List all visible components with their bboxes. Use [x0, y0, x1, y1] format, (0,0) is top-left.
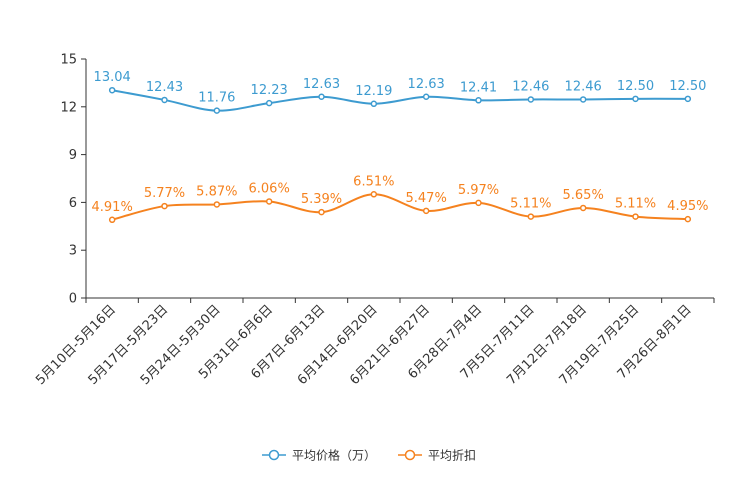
data-point[interactable] [422, 207, 430, 215]
data-label: 12.50 [617, 79, 654, 94]
data-label: 6.51% [353, 174, 394, 189]
data-label: 5.77% [144, 186, 185, 201]
data-point[interactable] [370, 100, 378, 108]
series-line [111, 193, 688, 221]
legend-marker-icon [268, 449, 280, 461]
data-point[interactable] [370, 191, 378, 198]
data-point[interactable] [108, 216, 116, 224]
data-point[interactable] [161, 202, 168, 210]
data-label: 11.76 [198, 91, 235, 106]
y-tick-label: 3 [69, 244, 77, 259]
series-line [111, 89, 688, 112]
data-point[interactable] [213, 107, 221, 114]
legend-label: 平均价格（万） [292, 448, 376, 463]
data-point[interactable] [318, 208, 325, 216]
data-label: 13.04 [94, 70, 131, 85]
series-layer: 13.04 12.43 11.76 12.23 12.63 12.19 12.63 12.41… [92, 70, 708, 224]
series-avg-discount: 4.91% 5.77% 5.87% 6.06% 5.39% 6.51% 5.47% 5.97%… [92, 174, 708, 224]
data-label: 12.63 [303, 77, 340, 92]
data-point[interactable] [475, 199, 482, 207]
data-point[interactable] [475, 97, 482, 104]
chart-legend[interactable]: 平均价格（万） 平均折扣 [262, 448, 476, 463]
series-avg-price: 13.04 12.43 11.76 12.23 12.63 12.19 12.63 12.41… [94, 70, 706, 114]
y-tick-label: 9 [69, 148, 77, 163]
data-point[interactable] [161, 96, 168, 104]
legend-label: 平均折扣 [428, 448, 476, 463]
y-tick-label: 6 [69, 196, 77, 211]
data-label: 4.95% [667, 199, 708, 214]
data-point[interactable] [422, 93, 430, 101]
data-point[interactable] [632, 95, 639, 103]
data-label: 12.23 [251, 83, 288, 98]
legend-item-avg-price[interactable]: 平均价格（万） [262, 448, 376, 463]
data-label: 5.39% [301, 192, 342, 207]
data-label: 5.65% [563, 188, 604, 203]
data-point[interactable] [684, 95, 692, 103]
data-label: 5.87% [196, 184, 237, 199]
data-label: 6.06% [249, 181, 290, 196]
data-point[interactable] [527, 213, 535, 220]
data-label: 5.97% [458, 183, 499, 198]
data-label: 12.41 [460, 80, 497, 95]
data-label: 12.50 [669, 79, 706, 94]
data-label: 5.47% [406, 191, 447, 206]
data-point[interactable] [527, 96, 535, 103]
data-label: 12.19 [355, 84, 392, 99]
data-point[interactable] [579, 204, 587, 212]
legend-item-avg-discount[interactable]: 平均折扣 [398, 448, 476, 463]
data-point[interactable] [579, 96, 587, 103]
data-label: 4.91% [92, 200, 133, 215]
data-label: 5.11% [510, 197, 551, 212]
data-label: 12.46 [512, 79, 549, 94]
y-tick-label: 12 [60, 100, 77, 115]
data-label: 5.11% [615, 197, 656, 212]
y-tick-label: 15 [60, 53, 77, 68]
data-point[interactable] [318, 93, 325, 101]
data-point[interactable] [684, 215, 692, 223]
data-point[interactable] [213, 201, 221, 208]
data-point[interactable] [632, 213, 639, 220]
data-point[interactable] [265, 99, 273, 107]
data-point[interactable] [108, 86, 116, 94]
data-label: 12.43 [146, 80, 183, 95]
data-label: 12.63 [408, 77, 445, 92]
y-tick-label: 0 [69, 292, 77, 307]
data-point[interactable] [265, 198, 273, 205]
legend-marker-icon [404, 449, 416, 461]
data-label: 12.46 [565, 79, 602, 94]
